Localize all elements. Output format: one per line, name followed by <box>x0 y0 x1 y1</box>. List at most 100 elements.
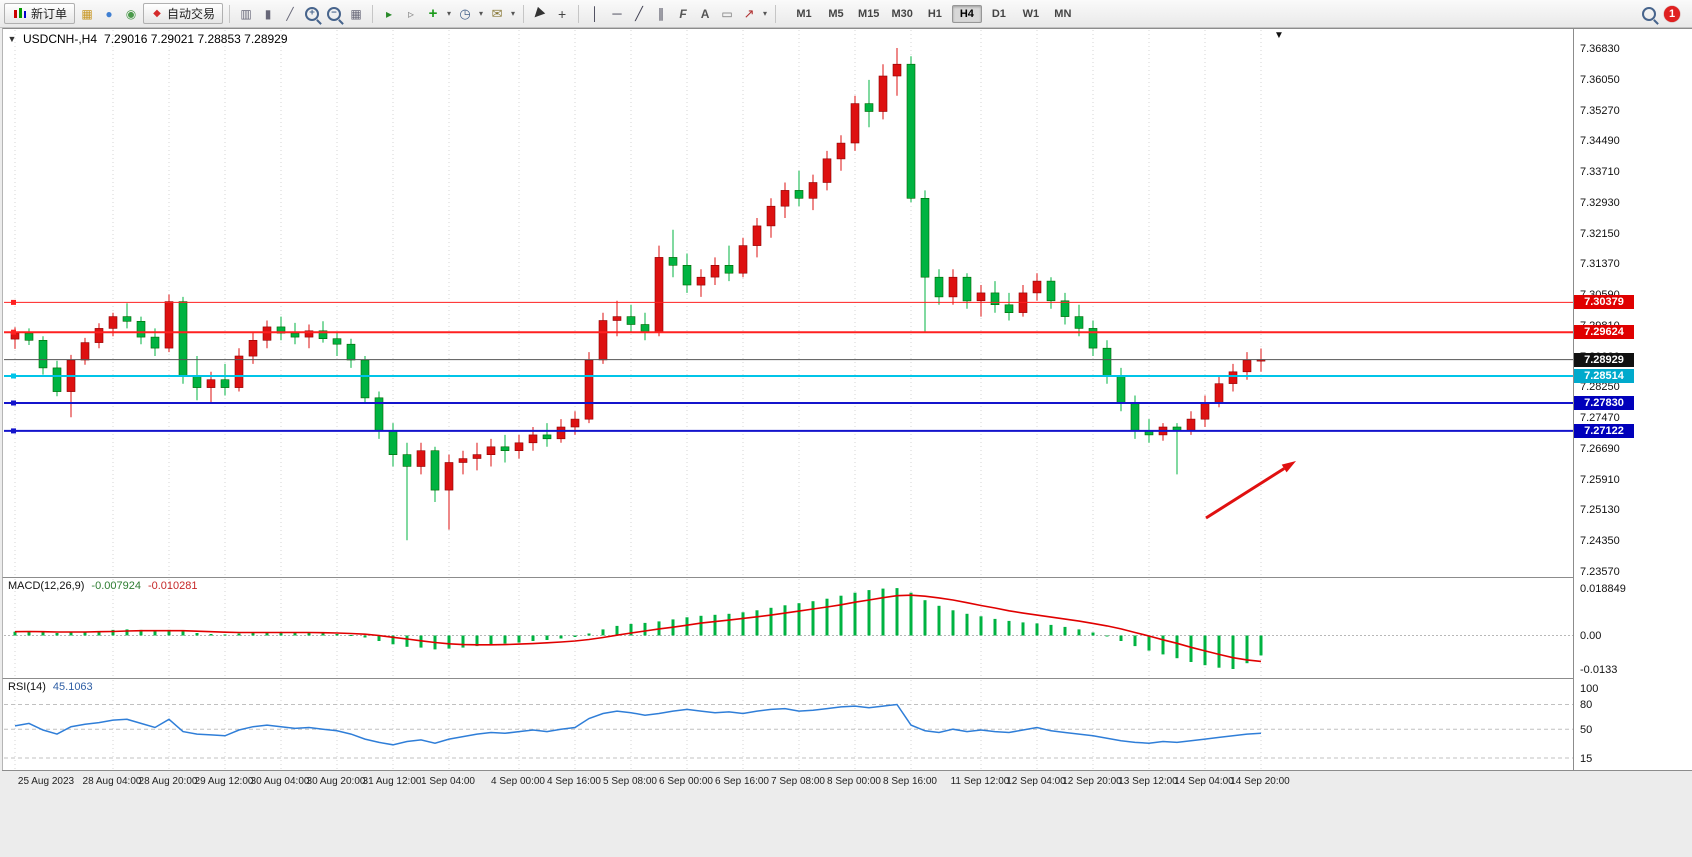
candle <box>164 301 174 349</box>
timeframe-d1[interactable]: D1 <box>991 7 1006 20</box>
candle <box>836 142 846 160</box>
candle <box>234 355 244 388</box>
templates-icon[interactable]: ✉ <box>491 5 503 21</box>
candle <box>1116 375 1126 404</box>
time-axis-label: 29 Aug 12:00 <box>194 776 254 787</box>
indicators-caret-icon[interactable]: ▾ <box>447 9 452 18</box>
candle <box>136 320 146 338</box>
timeframe-m15[interactable]: M15 <box>858 7 880 20</box>
fibonacci-icon[interactable]: F <box>679 6 687 21</box>
time-axis-label: 25 Aug 2023 <box>17 776 75 787</box>
price-axis-label: 7.32930 <box>1580 197 1620 209</box>
candle <box>976 292 986 302</box>
price-axis-label: 7.26690 <box>1580 443 1620 455</box>
candle <box>724 265 734 274</box>
timeframe-h1[interactable]: H1 <box>927 7 942 20</box>
channel-icon[interactable]: ∥ <box>657 5 665 21</box>
tile-windows-icon[interactable]: ▦ <box>350 6 362 21</box>
arrow-tools-icon[interactable]: ↗ <box>743 5 755 21</box>
candle <box>24 332 34 341</box>
timeframe-m5[interactable]: M5 <box>828 7 844 20</box>
crosshair-icon[interactable]: + <box>557 5 567 22</box>
time-axis-label: 4 Sep 00:00 <box>491 776 545 787</box>
new-order-button[interactable]: 新订单 <box>4 3 76 24</box>
price-axis-label: 7.33710 <box>1580 166 1620 178</box>
horizontal-line-icon[interactable]: ─ <box>612 6 622 21</box>
bar-chart-icon[interactable]: ▥ <box>240 6 252 21</box>
zoom-in-icon[interactable]: + <box>305 6 320 21</box>
price-axis-label: 7.27470 <box>1580 412 1620 424</box>
candle <box>94 328 104 343</box>
main-toolbar: 新订单 ▦ ● ◉ ◆ 自动交易 ▥ ▮ ╱ + − ▦ ▸ ▹ + ▾ ◷ ▾ ✉… <box>0 0 1692 28</box>
autotrading-button[interactable]: ◆ 自动交易 <box>143 3 224 24</box>
toolbar-separator <box>775 4 777 23</box>
new-order-icon <box>12 7 27 20</box>
zoom-out-icon[interactable]: − <box>327 6 342 21</box>
down-triangle-marker: ▼ <box>1274 30 1284 41</box>
indicators-icon[interactable]: + <box>428 5 438 22</box>
time-axis-label: 11 Sep 12:00 <box>950 776 1010 787</box>
price-tag: 7.28929 <box>1574 353 1634 367</box>
search-icon[interactable] <box>1642 6 1656 21</box>
timeframe-m1[interactable]: M1 <box>796 7 812 20</box>
candle <box>38 339 48 369</box>
timeframe-mn[interactable]: MN <box>1054 7 1072 20</box>
candle <box>990 292 1000 305</box>
market-watch-icon[interactable]: ◉ <box>125 6 137 21</box>
chart-shift-icon[interactable]: ▹ <box>408 6 415 21</box>
profiles-icon[interactable]: ● <box>105 6 113 21</box>
price-axis-label: 7.25130 <box>1580 504 1620 516</box>
candle <box>122 316 132 322</box>
time-axis-label: 30 Aug 04:00 <box>250 776 310 787</box>
timeframe-w1[interactable]: W1 <box>1022 7 1040 20</box>
annotation-arrow[interactable] <box>1205 461 1296 520</box>
templates-caret-icon[interactable]: ▾ <box>511 9 516 18</box>
price-axis-label: 7.24350 <box>1580 535 1620 547</box>
horizontal-lines[interactable] <box>4 299 1573 434</box>
auto-scroll-icon[interactable]: ▸ <box>386 6 393 21</box>
price-axis-label: 7.28250 <box>1580 381 1620 393</box>
timeframe-m30[interactable]: M30 <box>891 7 913 20</box>
vertical-line-icon[interactable]: │ <box>590 6 600 21</box>
candle <box>1074 316 1084 329</box>
candle <box>542 434 552 440</box>
candle <box>962 276 972 302</box>
line-chart-icon[interactable]: ╱ <box>286 6 294 21</box>
price-tag: 7.29624 <box>1574 325 1634 339</box>
candle <box>304 330 314 338</box>
candle <box>1102 347 1112 377</box>
periods-icon[interactable]: ◷ <box>459 5 471 21</box>
text-icon[interactable]: A <box>700 6 710 21</box>
candle <box>220 379 230 388</box>
rsi-axis-label: 100 <box>1580 683 1599 695</box>
candle <box>52 367 62 392</box>
rsi-panel[interactable] <box>2 678 1574 771</box>
candlestick-icon[interactable]: ▮ <box>264 6 272 21</box>
arrow-tools-caret-icon[interactable]: ▾ <box>763 9 768 18</box>
time-axis-label: 7 Sep 08:00 <box>771 776 825 787</box>
toolbar-separator <box>578 4 580 23</box>
main-price-chart[interactable] <box>2 28 1574 578</box>
chart-dropdown-icon[interactable]: ▼ <box>7 34 17 44</box>
price-axis-label: 7.31370 <box>1580 258 1620 270</box>
price-axis[interactable]: 7.36830 7.36050 7.35270 7.34490 7.33710 7.329… <box>1573 28 1692 771</box>
notification-badge[interactable]: 1 <box>1664 5 1680 22</box>
time-axis-label: 30 Aug 20:00 <box>306 776 366 787</box>
candle <box>360 359 370 399</box>
trendline-icon[interactable]: ╱ <box>635 5 643 21</box>
macd-panel[interactable] <box>2 577 1574 679</box>
candle <box>794 190 804 199</box>
timeframe-h4[interactable]: H4 <box>951 4 982 23</box>
price-axis-label: 7.32150 <box>1580 228 1620 240</box>
candle <box>556 426 566 440</box>
charts-icon[interactable]: ▦ <box>81 6 93 21</box>
candle <box>206 379 216 388</box>
label-icon[interactable]: ▭ <box>721 6 733 21</box>
periods-caret-icon[interactable]: ▾ <box>479 9 484 18</box>
time-axis[interactable]: 25 Aug 2023 28 Aug 04:00 28 Aug 20:00 29 Au… <box>2 770 1692 797</box>
candle <box>430 450 440 491</box>
cursor-icon[interactable] <box>530 4 550 24</box>
rsi-line <box>14 703 1262 746</box>
candle <box>262 326 272 341</box>
candle <box>752 225 762 246</box>
